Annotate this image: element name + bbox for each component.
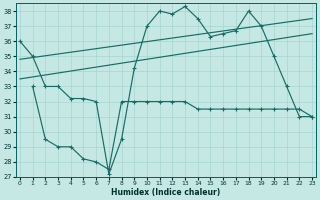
X-axis label: Humidex (Indice chaleur): Humidex (Indice chaleur) (111, 188, 220, 197)
